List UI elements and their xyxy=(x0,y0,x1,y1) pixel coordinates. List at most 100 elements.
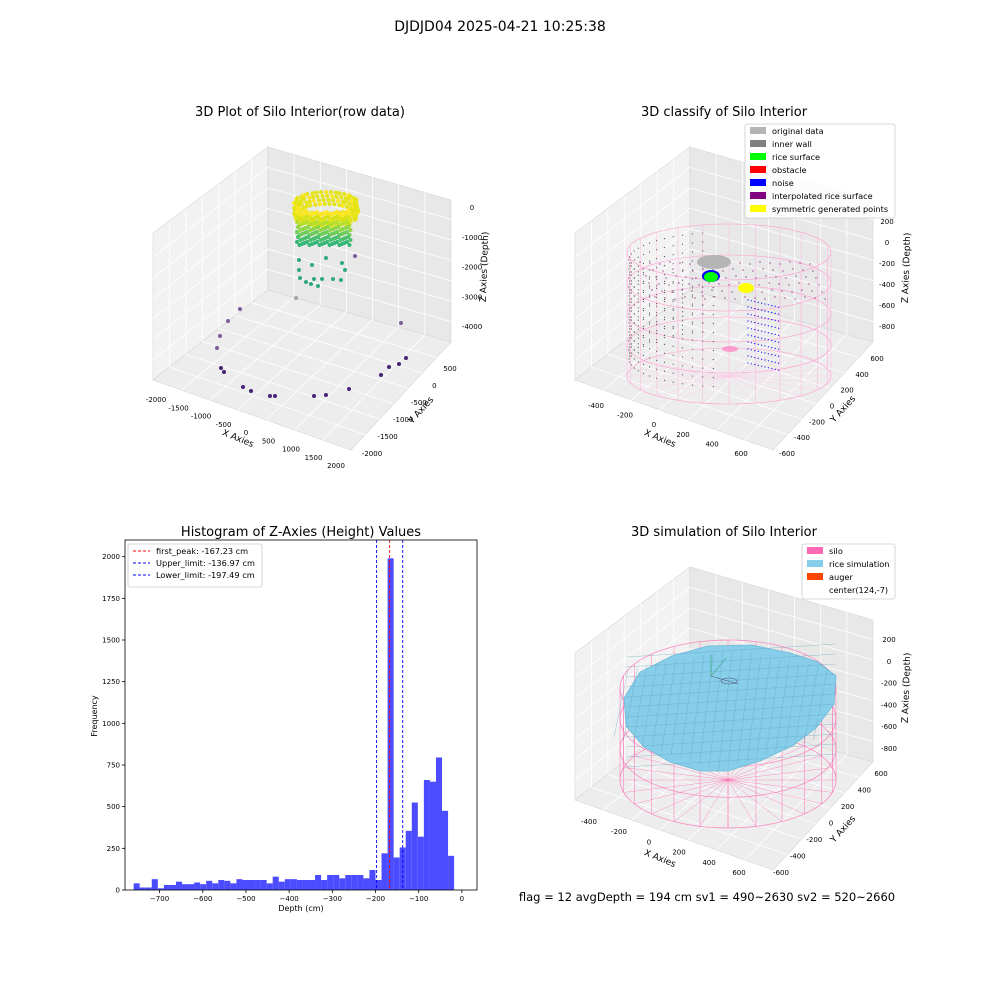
inner-wall-point xyxy=(682,329,683,330)
inner-wall-point xyxy=(649,294,650,295)
histogram-bar xyxy=(339,878,345,890)
inner-wall-point xyxy=(713,350,714,351)
interpolated-point xyxy=(665,277,666,278)
noise-point xyxy=(771,326,772,327)
histogram-y-tick-label: 0 xyxy=(116,887,120,895)
inner-wall-point xyxy=(649,366,650,367)
inner-wall-point xyxy=(631,292,632,293)
classify-legend: original datainner wallrice surfaceobsta… xyxy=(745,124,895,218)
interpolated-point xyxy=(732,268,733,269)
interpolated-point xyxy=(674,298,675,299)
noise-point xyxy=(775,355,776,356)
histogram-x-ticks: −700 −600 −500 −400 −300 −200 −100 0 xyxy=(150,890,464,903)
inner-wall-point xyxy=(643,319,644,320)
interpolated-point xyxy=(752,270,753,271)
histogram-bar xyxy=(309,880,315,890)
inner-wall-point xyxy=(631,253,632,254)
noise-point xyxy=(754,308,755,309)
inner-wall-point xyxy=(649,303,650,304)
inner-wall-point xyxy=(673,254,674,255)
interpolated-point xyxy=(694,297,695,298)
simulation-legend-label: silo xyxy=(829,546,843,556)
inner-wall-point xyxy=(673,346,674,347)
histogram-y-tick-label: 500 xyxy=(107,803,120,811)
noise-point xyxy=(775,334,776,335)
interpolated-point xyxy=(808,283,809,284)
inner-wall-point xyxy=(643,326,644,327)
histogram-bar xyxy=(412,803,418,891)
raw-data-x-tick: 1000 xyxy=(282,446,300,454)
raw-data-point xyxy=(316,284,320,288)
inner-wall-point xyxy=(656,285,657,286)
noise-point xyxy=(778,307,779,308)
inner-wall-point xyxy=(673,245,674,246)
inner-wall-point xyxy=(629,334,630,335)
noise-point xyxy=(747,348,748,349)
noise-point xyxy=(747,313,748,314)
classify-legend-swatch xyxy=(750,153,766,160)
inner-wall-point xyxy=(629,352,630,353)
inner-wall-point xyxy=(638,347,639,348)
interpolated-point xyxy=(708,282,709,283)
inner-wall-point xyxy=(664,238,665,239)
noise-point xyxy=(754,301,755,302)
inner-wall-point xyxy=(713,332,714,333)
noise-point xyxy=(751,300,752,301)
inner-wall-point xyxy=(673,281,674,282)
classify-3d-panel: 3D classify of Silo Interior -400-200020… xyxy=(575,105,913,458)
inner-wall-point xyxy=(629,343,630,344)
interpolated-point xyxy=(812,270,813,271)
noise-point xyxy=(758,365,759,366)
noise-point xyxy=(747,334,748,335)
noise-point xyxy=(751,328,752,329)
inner-wall-point xyxy=(664,274,665,275)
inner-wall-point xyxy=(638,352,639,353)
inner-wall-point xyxy=(629,301,630,302)
classify-y-tick: -200 xyxy=(809,418,825,426)
inner-wall-point xyxy=(628,277,629,278)
histogram-x-tick-label: −300 xyxy=(323,895,342,903)
raw-data-z-tick: -1000 xyxy=(462,234,482,242)
figure-suptitle: DJDJD04 2025-04-21 10:25:38 xyxy=(394,19,606,35)
inner-wall-point xyxy=(629,265,630,266)
interpolated-point xyxy=(664,297,665,298)
raw-data-point xyxy=(323,202,327,206)
inner-wall-point xyxy=(692,375,693,376)
interpolated-point xyxy=(652,269,653,270)
noise-point xyxy=(768,339,769,340)
raw-data-point xyxy=(336,199,340,203)
interpolated-point xyxy=(669,261,670,262)
inner-wall-point xyxy=(638,271,639,272)
inner-wall-point xyxy=(638,248,639,249)
interpolated-point xyxy=(649,262,650,263)
raw-data-point xyxy=(342,192,346,196)
raw-data-point xyxy=(347,387,351,391)
simulation-x-tick: 200 xyxy=(672,849,685,857)
histogram-x-tick-label: −700 xyxy=(150,895,169,903)
raw-data-point xyxy=(355,204,359,208)
raw-data-point xyxy=(399,321,403,325)
histogram-bar xyxy=(400,848,406,891)
histogram-legend-label: Upper_limit: -136.97 cm xyxy=(156,558,255,568)
simulation-y-tick: 0 xyxy=(829,820,833,828)
simulation-x-tick: -200 xyxy=(611,828,627,836)
interpolated-point xyxy=(684,296,685,297)
raw-data-x-tick: -1000 xyxy=(191,413,211,421)
inner-wall-point xyxy=(664,256,665,257)
noise-point xyxy=(771,319,772,320)
interpolated-point xyxy=(815,277,816,278)
histogram-y-tick-label: 1000 xyxy=(102,720,120,728)
inner-wall-point xyxy=(656,351,657,352)
interpolated-point xyxy=(759,261,760,262)
simulation-x-tick: 400 xyxy=(702,859,715,867)
inner-wall-point xyxy=(634,331,635,332)
histogram-bar xyxy=(418,837,424,890)
noise-point xyxy=(751,349,752,350)
interpolated-point xyxy=(749,263,750,264)
inner-wall-point xyxy=(629,328,630,329)
interpolated-point xyxy=(722,270,723,271)
histogram-bar xyxy=(267,883,273,890)
raw-data-point xyxy=(294,296,298,300)
histogram-bar xyxy=(242,880,248,890)
interpolated-point xyxy=(778,283,779,284)
